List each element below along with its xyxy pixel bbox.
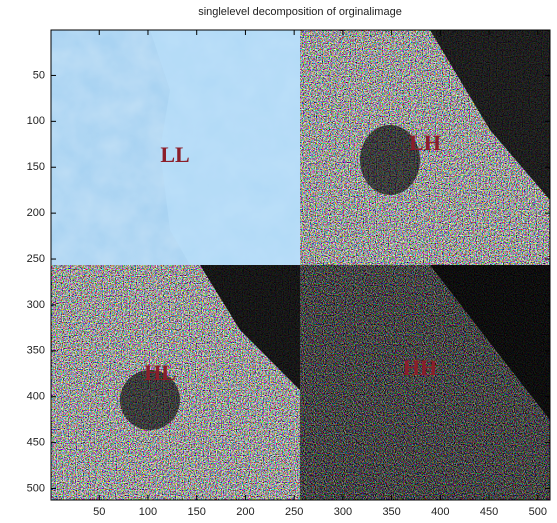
chart: singlelevel decomposition of orginalimag… [0, 0, 557, 523]
x-tick-label: 450 [480, 506, 498, 518]
chart-title: singlelevel decomposition of orginalimag… [198, 6, 402, 18]
x-tick-label: 300 [334, 506, 352, 518]
quadrant-label: LH [409, 130, 441, 155]
x-tick-label: 100 [139, 506, 157, 518]
y-tick-label: 250 [27, 253, 45, 265]
y-tick-label: 450 [27, 437, 45, 449]
x-tick-label: 50 [93, 506, 105, 518]
x-tick-label: 150 [188, 506, 206, 518]
y-tick-label: 100 [27, 115, 45, 127]
x-tick-label: 200 [236, 506, 254, 518]
x-tick-label: 250 [285, 506, 303, 518]
y-tick-label: 300 [27, 299, 45, 311]
x-tick-label: 350 [382, 506, 400, 518]
y-tick-label: 200 [27, 207, 45, 219]
quadrant-label: LL [160, 142, 189, 167]
y-tick-label: 150 [27, 161, 45, 173]
quadrant-label: HH [403, 355, 437, 380]
y-tick-label: 350 [27, 345, 45, 357]
y-tick-label: 50 [33, 69, 45, 81]
x-tick-label: 400 [431, 506, 449, 518]
x-tick-label: 500 [529, 506, 547, 518]
quadrant-label: HL [144, 360, 176, 385]
image [51, 30, 550, 500]
y-tick-label: 500 [27, 482, 45, 494]
y-tick-label: 400 [27, 391, 45, 403]
